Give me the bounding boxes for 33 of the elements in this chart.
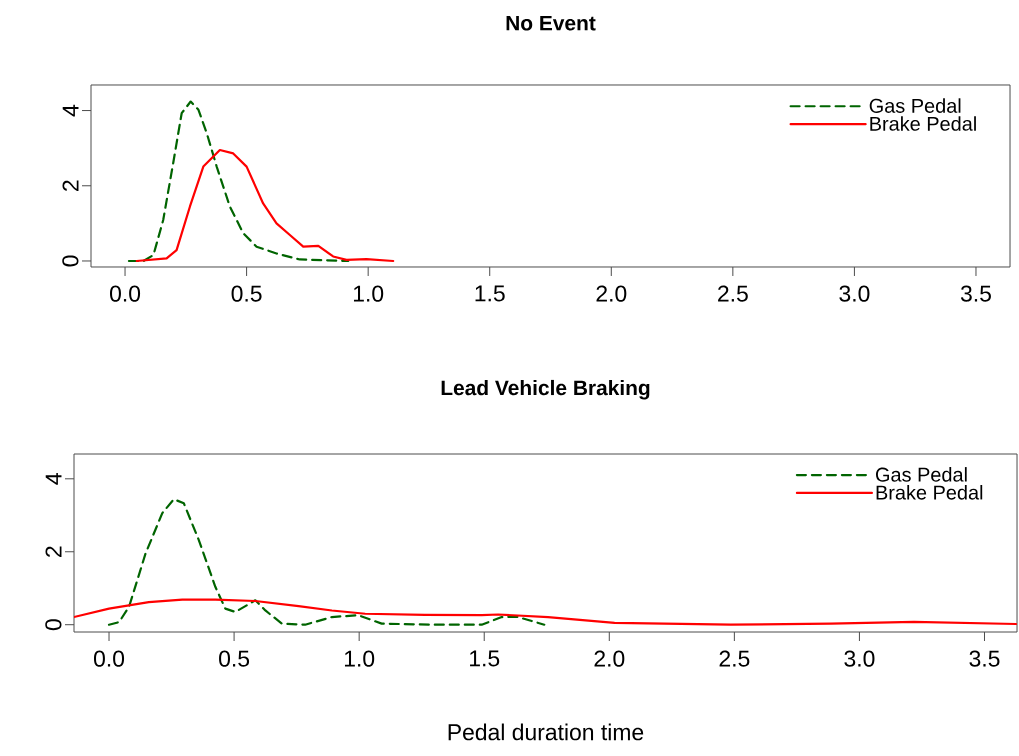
x-tick-label: 3.0	[844, 650, 875, 667]
legend-label: Brake Pedal	[876, 485, 983, 500]
y-tick-label: 4	[62, 104, 79, 117]
x-tick-label: 1.0	[344, 650, 375, 667]
line-series	[135, 148, 395, 263]
x-tick-label: 2.5	[719, 650, 750, 667]
x-tick-label: 1.5	[470, 650, 500, 667]
x-tick-label: 0.0	[110, 285, 141, 302]
x-tick-label: 1.5	[475, 285, 505, 302]
y-tick-label: 4	[45, 473, 62, 485]
x-tick-label: 2.5	[718, 285, 748, 302]
x-tick-label: 3.0	[839, 285, 870, 302]
line-series	[127, 100, 350, 263]
legend-label: Gas Pedal	[875, 467, 967, 482]
x-tick-label: 2.0	[596, 285, 627, 302]
chart-title: Lead Vehicle Braking	[441, 379, 650, 400]
x-tick-label: 0.0	[93, 650, 125, 667]
x-tick-label: 1.0	[353, 285, 384, 302]
chart-title: No Event	[506, 15, 596, 31]
y-tick-label: 0	[45, 619, 62, 631]
x-tick-label: 3.5	[969, 650, 1000, 667]
y-tick-label: 0	[62, 255, 79, 267]
legend-label: Gas Pedal	[869, 98, 961, 113]
x-tick-label: 3.5	[960, 285, 991, 302]
legend-label: Brake Pedal	[870, 116, 976, 131]
line-series	[107, 498, 546, 626]
x-axis-title: Pedal duration time	[448, 723, 644, 741]
y-tick-label: 2	[45, 546, 62, 557]
y-tick-label: 2	[62, 180, 79, 191]
x-tick-label: 2.0	[594, 650, 625, 667]
x-tick-label: 0.5	[219, 650, 250, 667]
x-tick-label: 0.5	[231, 285, 262, 302]
line-series	[74, 598, 1018, 626]
